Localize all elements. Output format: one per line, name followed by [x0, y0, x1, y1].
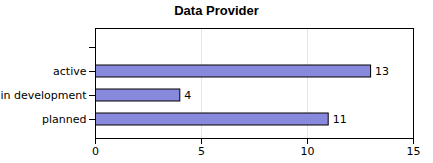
svg-text:5: 5	[198, 145, 205, 158]
svg-text:15: 15	[407, 145, 421, 158]
svg-text:0: 0	[92, 145, 99, 158]
svg-text:in development: in development	[0, 89, 87, 102]
svg-text:4: 4	[184, 89, 191, 102]
svg-text:11: 11	[333, 113, 347, 126]
svg-text:13: 13	[375, 65, 389, 78]
svg-text:10: 10	[301, 145, 315, 158]
svg-text:active: active	[53, 65, 87, 78]
html-text:Data Provider: Data Provider	[174, 3, 259, 18]
svg-text:planned: planned	[42, 113, 86, 126]
